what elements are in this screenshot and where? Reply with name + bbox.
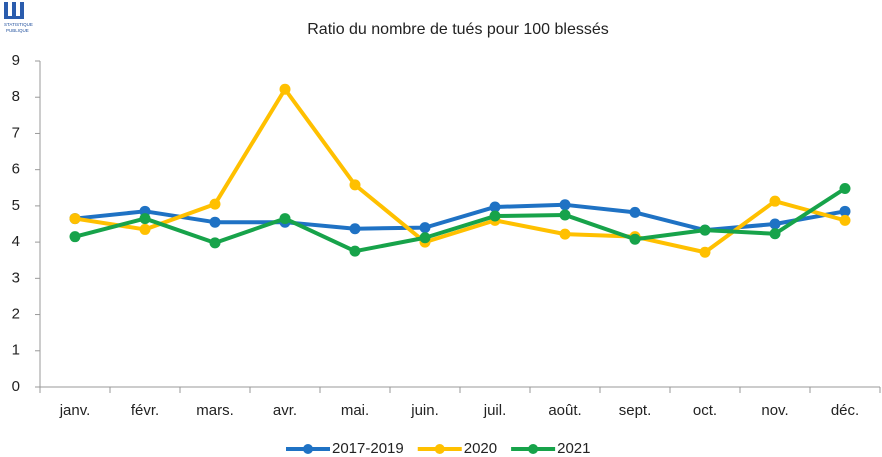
x-tick-label: août.: [548, 402, 581, 419]
marker: [69, 213, 81, 225]
marker: [349, 223, 361, 235]
marker: [559, 209, 571, 221]
logo-bar: [12, 2, 16, 18]
marker: [629, 233, 641, 245]
marker: [209, 216, 221, 228]
marker: [839, 205, 851, 217]
y-tick-label: 8: [12, 88, 20, 105]
x-tick-label: janv.: [59, 402, 91, 419]
marker: [489, 201, 501, 213]
y-tick-label: 5: [12, 197, 20, 214]
legend-label: 2017-2019: [332, 440, 404, 457]
marker: [349, 179, 361, 191]
x-tick-label: févr.: [131, 402, 159, 419]
marker: [419, 222, 431, 234]
logo-bar: [4, 2, 8, 18]
marker: [559, 199, 571, 211]
y-tick-label: 0: [12, 378, 20, 395]
y-tick-label: 3: [12, 269, 20, 286]
y-tick-label: 9: [12, 52, 20, 69]
legend-label: 2020: [464, 440, 497, 457]
logo-text: PUBLIQUE: [6, 28, 29, 33]
marker: [139, 213, 151, 225]
y-tick-label: 1: [12, 342, 20, 359]
marker: [279, 83, 291, 95]
marker: [69, 231, 81, 243]
marker: [839, 214, 851, 226]
x-tick-label: oct.: [693, 402, 717, 419]
x-tick-label: mars.: [196, 402, 234, 419]
marker: [769, 195, 781, 207]
x-tick-label: juin.: [410, 402, 439, 419]
marker: [559, 228, 571, 240]
marker: [839, 183, 851, 195]
legend-marker: [434, 444, 445, 454]
marker: [139, 223, 151, 235]
legend-marker: [303, 444, 313, 454]
legend-label: 2021: [557, 440, 590, 457]
x-tick-label: sept.: [619, 402, 652, 419]
marker: [279, 213, 291, 225]
marker: [209, 198, 221, 210]
marker: [419, 232, 431, 244]
y-tick-label: 6: [12, 161, 20, 178]
marker: [209, 237, 221, 249]
chart-title: Ratio du nombre de tués pour 100 blessés: [307, 21, 609, 38]
y-tick-label: 4: [12, 233, 20, 250]
legend-marker: [528, 444, 539, 454]
marker: [769, 228, 781, 240]
y-tick-label: 2: [12, 306, 20, 323]
logo-base: [4, 16, 24, 19]
x-tick-label: nov.: [761, 402, 788, 419]
x-tick-label: avr.: [273, 402, 297, 419]
marker: [699, 246, 711, 258]
series-line: [74, 186, 847, 254]
marker: [349, 245, 361, 257]
marker: [629, 206, 641, 218]
logo: STATISTIQUE PUBLIQUE: [4, 2, 33, 33]
x-tick-label: mai.: [341, 402, 369, 419]
marker: [699, 224, 711, 236]
x-tick-label: juil.: [483, 402, 507, 419]
marker: [489, 210, 501, 222]
marker: [769, 218, 781, 230]
logo-text: STATISTIQUE: [4, 22, 33, 27]
series-line: [74, 87, 846, 255]
y-tick-label: 7: [12, 124, 20, 141]
x-tick-label: déc.: [831, 402, 859, 419]
logo-bar: [20, 2, 24, 18]
